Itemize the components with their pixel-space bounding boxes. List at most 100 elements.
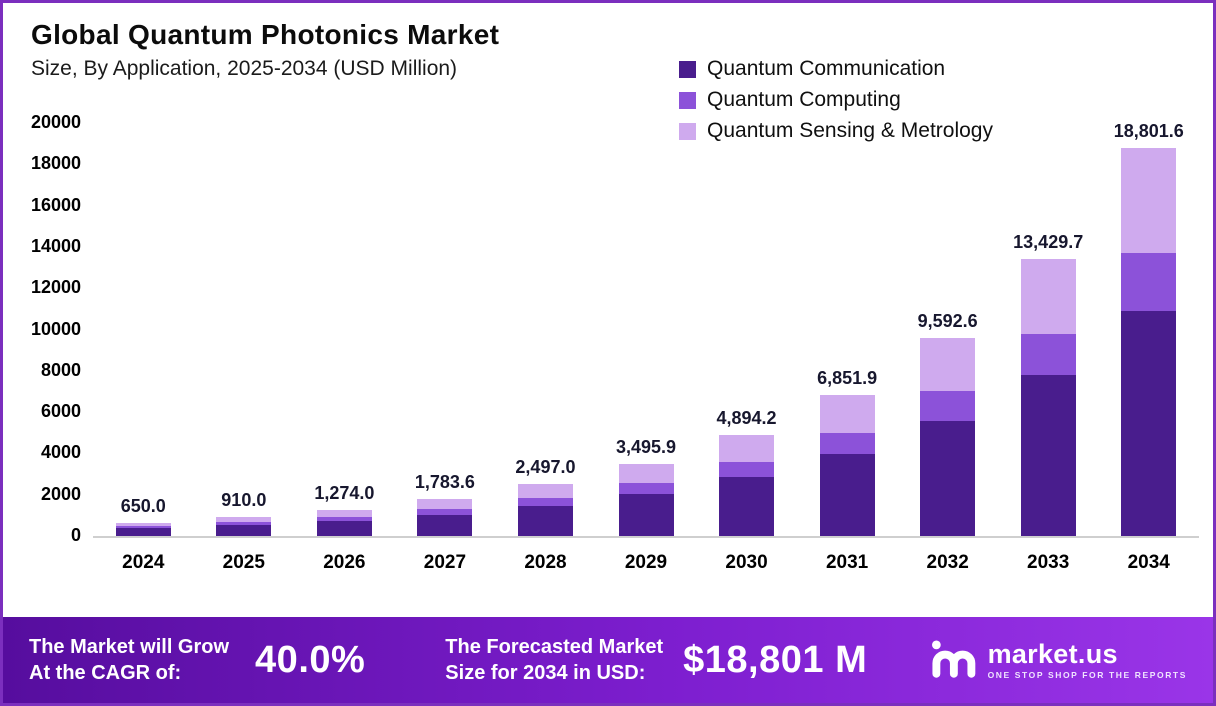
bar-segment-quantum-computing: [216, 522, 272, 526]
bar-total-label: 3,495.9: [615, 436, 677, 457]
cagr-label-line1: The Market will Grow: [29, 636, 230, 658]
bar-segment-quantum-sensing-metrology: [719, 434, 775, 463]
bar-segment-quantum-computing: [719, 462, 775, 478]
y-tick-label: 18000: [30, 153, 81, 174]
bar-column-2033: 13,429.7: [998, 232, 1099, 536]
bar-segment-quantum-sensing-metrology: [115, 522, 171, 527]
bar-segment-quantum-communication: [316, 520, 372, 536]
bar-column-2026: 1,274.0: [294, 483, 395, 536]
bar-segment-quantum-sensing-metrology: [1020, 258, 1076, 334]
chart-area: 0 2000 4000 6000 8000 10000 12000 14000 16000 180…: [21, 112, 1199, 603]
bar-segment-quantum-computing: [316, 516, 372, 521]
bar-column-2028: 2,497.0: [495, 457, 596, 536]
x-axis-label: 2029: [624, 552, 668, 573]
cagr-label-line2: At the CAGR of:: [29, 662, 182, 684]
y-tick-label: 16000: [30, 194, 81, 215]
bar-segment-quantum-communication: [216, 525, 272, 536]
legend-swatch: [679, 122, 696, 140]
bar-segment-quantum-sensing-metrology: [819, 394, 875, 433]
bar-column-2027: 1,783.6: [395, 472, 496, 536]
bar-segment-quantum-computing: [1121, 252, 1177, 311]
bar-column-2024: 650.0: [93, 496, 194, 536]
legend-swatch: [679, 60, 696, 78]
bar-total-label: 6,851.9: [817, 367, 878, 388]
bar-segment-quantum-computing: [1020, 333, 1076, 376]
bar-segment-quantum-communication: [417, 514, 473, 536]
forecast-label-line2: Size for 2034 in USD:: [445, 662, 646, 684]
bar-stack: [316, 509, 372, 536]
forecast-value: $18,801 M: [683, 638, 868, 681]
x-axis-label: 2025: [222, 552, 265, 573]
bar-stack: [1020, 258, 1076, 536]
bar-segment-quantum-communication: [618, 494, 674, 536]
bar-total-label: 1,783.6: [414, 472, 475, 493]
x-axis-label: 2032: [926, 552, 969, 573]
bar-segment-quantum-communication: [920, 421, 976, 536]
bar-segment-quantum-computing: [920, 391, 976, 422]
bar-segment-quantum-communication: [819, 453, 875, 536]
bar-total-label: 2,497.0: [515, 457, 576, 478]
bar-segment-quantum-communication: [1020, 375, 1076, 536]
footer-banner: The Market will Grow At the CAGR of: 40.…: [3, 617, 1213, 703]
brand-text: market.us ONE STOP SHOP FOR THE REPORTS: [988, 640, 1187, 680]
chart-legend: Quantum Communication Quantum Computing Qu…: [679, 57, 993, 143]
bar-segment-quantum-communication: [517, 506, 573, 536]
legend-item-0: Quantum Communication: [679, 57, 993, 81]
y-tick-label: 4000: [40, 442, 81, 463]
bar-segment-quantum-computing: [417, 509, 473, 515]
legend-label: Quantum Sensing & Metrology: [707, 119, 993, 142]
legend-label: Quantum Communication: [707, 57, 946, 80]
y-axis: 0 2000 4000 6000 8000 10000 12000 14000 16000 180…: [21, 112, 81, 545]
y-tick-label: 14000: [30, 235, 81, 256]
bar-column-2025: 910.0: [194, 490, 295, 536]
legend-item-1: Quantum Computing: [679, 88, 993, 112]
x-axis-label: 2030: [725, 552, 768, 573]
bar-segment-quantum-sensing-metrology: [216, 517, 272, 523]
chart-subtitle: Size, By Application, 2025-2034 (USD Mil…: [31, 57, 458, 80]
legend-swatch: [679, 91, 696, 109]
bar-total-label: 18,801.6: [1113, 120, 1184, 141]
bar-total-label: 1,274.0: [314, 482, 375, 503]
bar-total-label: 9,592.6: [917, 310, 978, 331]
y-tick-label: 10000: [30, 318, 81, 339]
bar-column-2034: 18,801.6: [1098, 121, 1199, 536]
x-axis: 2024 2025 2026 2027 2028 2029 2030 2031 2032 2033…: [93, 552, 1199, 574]
plot-area: 650.0 910.0 1,274.0 1,783.6 2,497.0 3,495.9 4,…: [93, 121, 1199, 538]
bar-segment-quantum-sensing-metrology: [417, 499, 473, 510]
bar-segment-quantum-sensing-metrology: [517, 484, 573, 499]
y-tick-label: 8000: [40, 359, 81, 380]
bar-segment-quantum-computing: [517, 498, 573, 507]
chart-header: Global Quantum Photonics Market Size, By…: [31, 19, 499, 81]
bar-stack: [1121, 147, 1177, 536]
bar-stack: [920, 337, 976, 536]
cagr-value: 40.0%: [255, 638, 366, 681]
bar-column-2031: 6,851.9: [797, 368, 898, 536]
bar-column-2032: 9,592.6: [897, 311, 998, 536]
x-axis-label: 2034: [1127, 552, 1170, 573]
y-tick-label: 6000: [40, 401, 81, 422]
brand-block: market.us ONE STOP SHOP FOR THE REPORTS: [930, 637, 1187, 684]
y-tick-label: 20000: [30, 112, 81, 132]
bar-segment-quantum-computing: [618, 483, 674, 495]
bar-total-label: 910.0: [221, 490, 267, 511]
brand-tagline: ONE STOP SHOP FOR THE REPORTS: [987, 670, 1187, 681]
bar-segment-quantum-computing: [115, 526, 171, 529]
bar-stack: [216, 517, 272, 536]
x-axis-label: 2028: [524, 552, 567, 573]
bar-stack: [819, 394, 875, 536]
x-axis-label: 2031: [825, 552, 869, 573]
market-us-logo-icon: [930, 637, 976, 684]
x-axis-label: 2033: [1027, 552, 1070, 573]
bar-segment-quantum-sensing-metrology: [920, 337, 976, 392]
bar-column-2029: 3,495.9: [596, 437, 697, 536]
bar-stack: [618, 463, 674, 536]
bar-stack: [719, 434, 775, 536]
bar-column-2030: 4,894.2: [696, 408, 797, 536]
bar-total-label: 13,429.7: [1013, 231, 1084, 252]
y-tick-label: 12000: [30, 277, 81, 298]
plot-wrap: 650.0 910.0 1,274.0 1,783.6 2,497.0 3,495.9 4,…: [93, 121, 1199, 574]
bar-segment-quantum-sensing-metrology: [1121, 147, 1177, 253]
bar-segment-quantum-communication: [115, 528, 171, 536]
bar-segment-quantum-sensing-metrology: [316, 509, 372, 517]
